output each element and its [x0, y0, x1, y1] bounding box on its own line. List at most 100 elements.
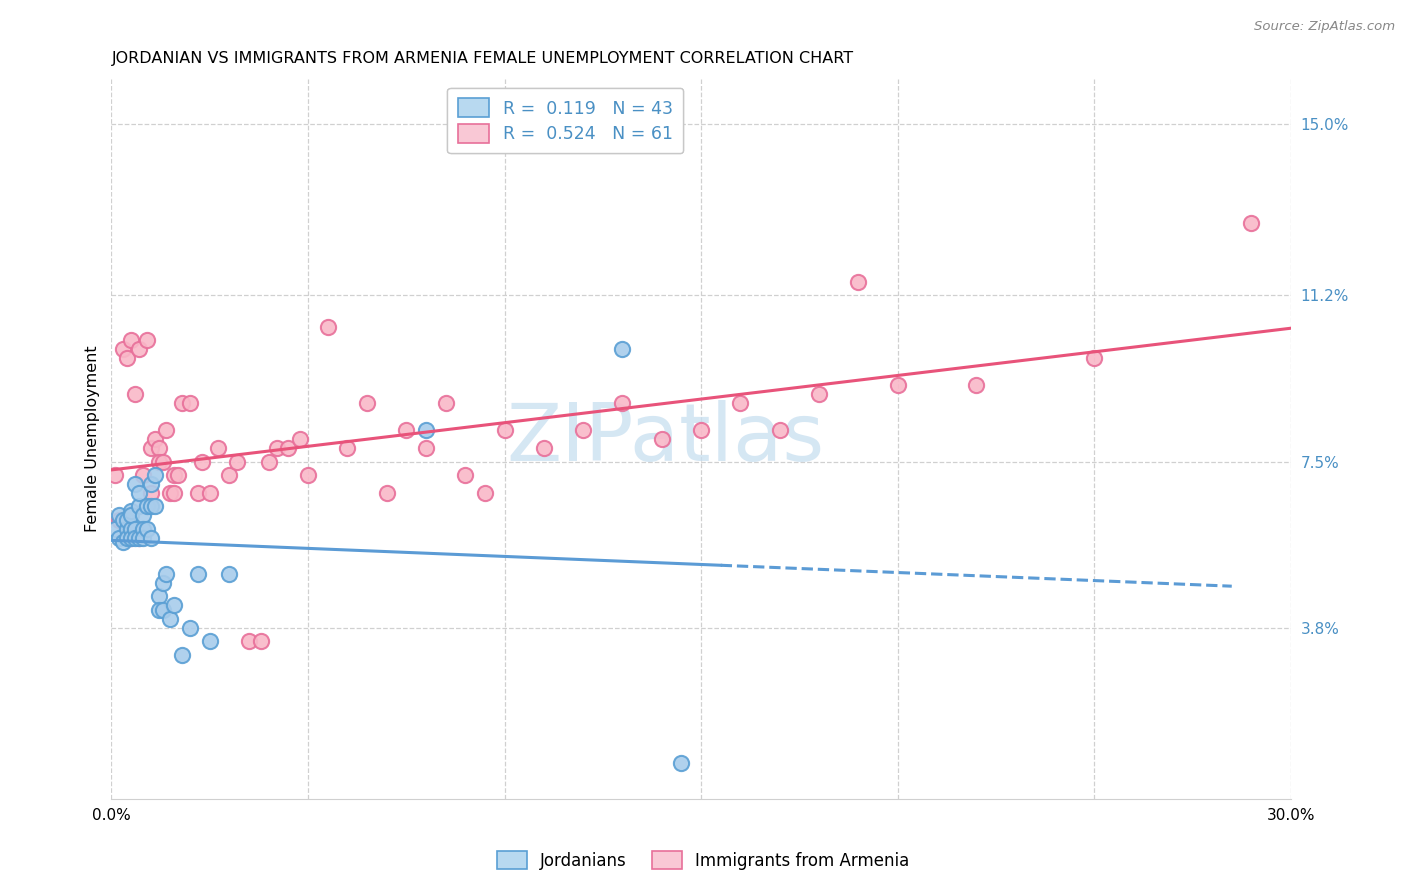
Point	[108, 513, 131, 527]
Point	[690, 423, 713, 437]
Point	[139, 486, 162, 500]
Point	[474, 486, 496, 500]
Point	[139, 500, 162, 514]
Point	[143, 468, 166, 483]
Point	[1083, 351, 1105, 365]
Point	[115, 531, 138, 545]
Point	[163, 468, 186, 483]
Point	[159, 612, 181, 626]
Point	[124, 531, 146, 545]
Point	[808, 387, 831, 401]
Point	[375, 486, 398, 500]
Point	[120, 531, 142, 545]
Point	[163, 599, 186, 613]
Point	[434, 396, 457, 410]
Point	[266, 441, 288, 455]
Text: Source: ZipAtlas.com: Source: ZipAtlas.com	[1254, 20, 1395, 33]
Point	[179, 396, 201, 410]
Point	[651, 432, 673, 446]
Point	[143, 432, 166, 446]
Point	[128, 531, 150, 545]
Point	[179, 621, 201, 635]
Point	[104, 522, 127, 536]
Point	[152, 576, 174, 591]
Point	[115, 522, 138, 536]
Point	[128, 500, 150, 514]
Point	[124, 477, 146, 491]
Point	[730, 396, 752, 410]
Point	[167, 468, 190, 483]
Point	[152, 603, 174, 617]
Point	[132, 468, 155, 483]
Point	[112, 535, 135, 549]
Point	[132, 522, 155, 536]
Point	[226, 454, 249, 468]
Point	[143, 500, 166, 514]
Point	[198, 486, 221, 500]
Point	[769, 423, 792, 437]
Point	[128, 486, 150, 500]
Point	[297, 468, 319, 483]
Legend: Jordanians, Immigrants from Armenia: Jordanians, Immigrants from Armenia	[491, 845, 915, 877]
Y-axis label: Female Unemployment: Female Unemployment	[86, 346, 100, 533]
Point	[454, 468, 477, 483]
Point	[108, 531, 131, 545]
Point	[163, 486, 186, 500]
Point	[172, 396, 194, 410]
Text: ZIPatlas: ZIPatlas	[506, 400, 825, 478]
Point	[148, 441, 170, 455]
Point	[415, 423, 437, 437]
Point	[124, 387, 146, 401]
Point	[148, 454, 170, 468]
Point	[415, 441, 437, 455]
Point	[132, 508, 155, 523]
Point	[198, 634, 221, 648]
Point	[112, 513, 135, 527]
Point	[139, 441, 162, 455]
Point	[187, 486, 209, 500]
Point	[533, 441, 555, 455]
Point	[148, 603, 170, 617]
Point	[132, 531, 155, 545]
Point	[148, 590, 170, 604]
Text: JORDANIAN VS IMMIGRANTS FROM ARMENIA FEMALE UNEMPLOYMENT CORRELATION CHART: JORDANIAN VS IMMIGRANTS FROM ARMENIA FEM…	[111, 51, 853, 66]
Point	[124, 522, 146, 536]
Point	[612, 396, 634, 410]
Point	[135, 500, 157, 514]
Point	[395, 423, 418, 437]
Point	[336, 441, 359, 455]
Point	[115, 351, 138, 365]
Point	[172, 648, 194, 662]
Legend: R =  0.119   N = 43, R =  0.524   N = 61: R = 0.119 N = 43, R = 0.524 N = 61	[447, 88, 683, 153]
Point	[846, 275, 869, 289]
Point	[572, 423, 595, 437]
Point	[249, 634, 271, 648]
Point	[139, 477, 162, 491]
Point	[120, 508, 142, 523]
Point	[288, 432, 311, 446]
Point	[128, 531, 150, 545]
Point	[207, 441, 229, 455]
Point	[886, 378, 908, 392]
Point	[120, 504, 142, 518]
Point	[187, 566, 209, 581]
Point	[494, 423, 516, 437]
Point	[135, 522, 157, 536]
Point	[316, 319, 339, 334]
Point	[238, 634, 260, 648]
Point	[155, 566, 177, 581]
Point	[139, 531, 162, 545]
Point	[356, 396, 378, 410]
Point	[1240, 216, 1263, 230]
Point	[120, 531, 142, 545]
Point	[115, 522, 138, 536]
Point	[257, 454, 280, 468]
Point	[128, 342, 150, 356]
Point	[115, 513, 138, 527]
Point	[218, 468, 240, 483]
Point	[671, 756, 693, 770]
Point	[965, 378, 987, 392]
Point	[155, 423, 177, 437]
Point	[159, 486, 181, 500]
Point	[218, 566, 240, 581]
